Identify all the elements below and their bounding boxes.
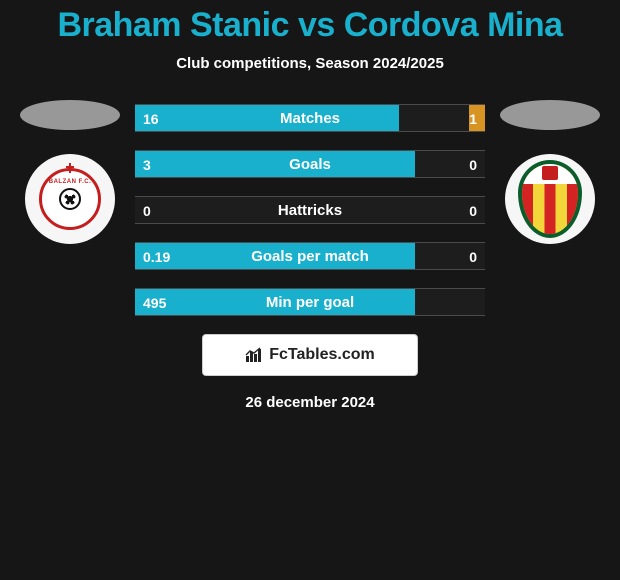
player-left-silhouette: [20, 100, 120, 130]
infographic-date: 26 december 2024: [0, 394, 620, 411]
player-left-badge: BALZAN F.C.: [20, 100, 120, 190]
balzan-crest: BALZAN F.C.: [39, 168, 101, 230]
page-title: Braham Stanic vs Cordova Mina: [0, 0, 620, 45]
row-goals-per-match: 0.19 0 Goals per match: [135, 242, 485, 270]
row-label: Goals: [135, 151, 485, 177]
player-right-silhouette: [500, 100, 600, 130]
row-label: Goals per match: [135, 243, 485, 269]
balzan-crest-label: BALZAN F.C.: [49, 179, 92, 185]
subtitle: Club competitions, Season 2024/2025: [0, 55, 620, 72]
bar-chart-icon: [245, 346, 263, 364]
crest-emblem: [542, 166, 558, 180]
content-area: BALZAN F.C. 16 1 Matches: [0, 100, 620, 411]
comparison-rows: 16 1 Matches 3 0 Goals 0 0 Hattricks: [135, 100, 485, 316]
cross-icon: [66, 163, 74, 173]
comparison-infographic: Braham Stanic vs Cordova Mina Club compe…: [0, 0, 620, 580]
row-label: Hattricks: [135, 197, 485, 223]
row-min-per-goal: 495 Min per goal: [135, 288, 485, 316]
row-hattricks: 0 0 Hattricks: [135, 196, 485, 224]
row-label: Min per goal: [135, 289, 485, 315]
row-goals: 3 0 Goals: [135, 150, 485, 178]
brand-pill[interactable]: FcTables.com: [202, 334, 418, 376]
birkirkara-crest: [518, 160, 582, 238]
brand-text: FcTables.com: [269, 346, 375, 364]
row-label: Matches: [135, 105, 485, 131]
club-crest-left: BALZAN F.C.: [25, 154, 115, 244]
row-matches: 16 1 Matches: [135, 104, 485, 132]
football-icon: [59, 188, 81, 210]
club-crest-right: [505, 154, 595, 244]
player-right-badge: [500, 100, 600, 190]
